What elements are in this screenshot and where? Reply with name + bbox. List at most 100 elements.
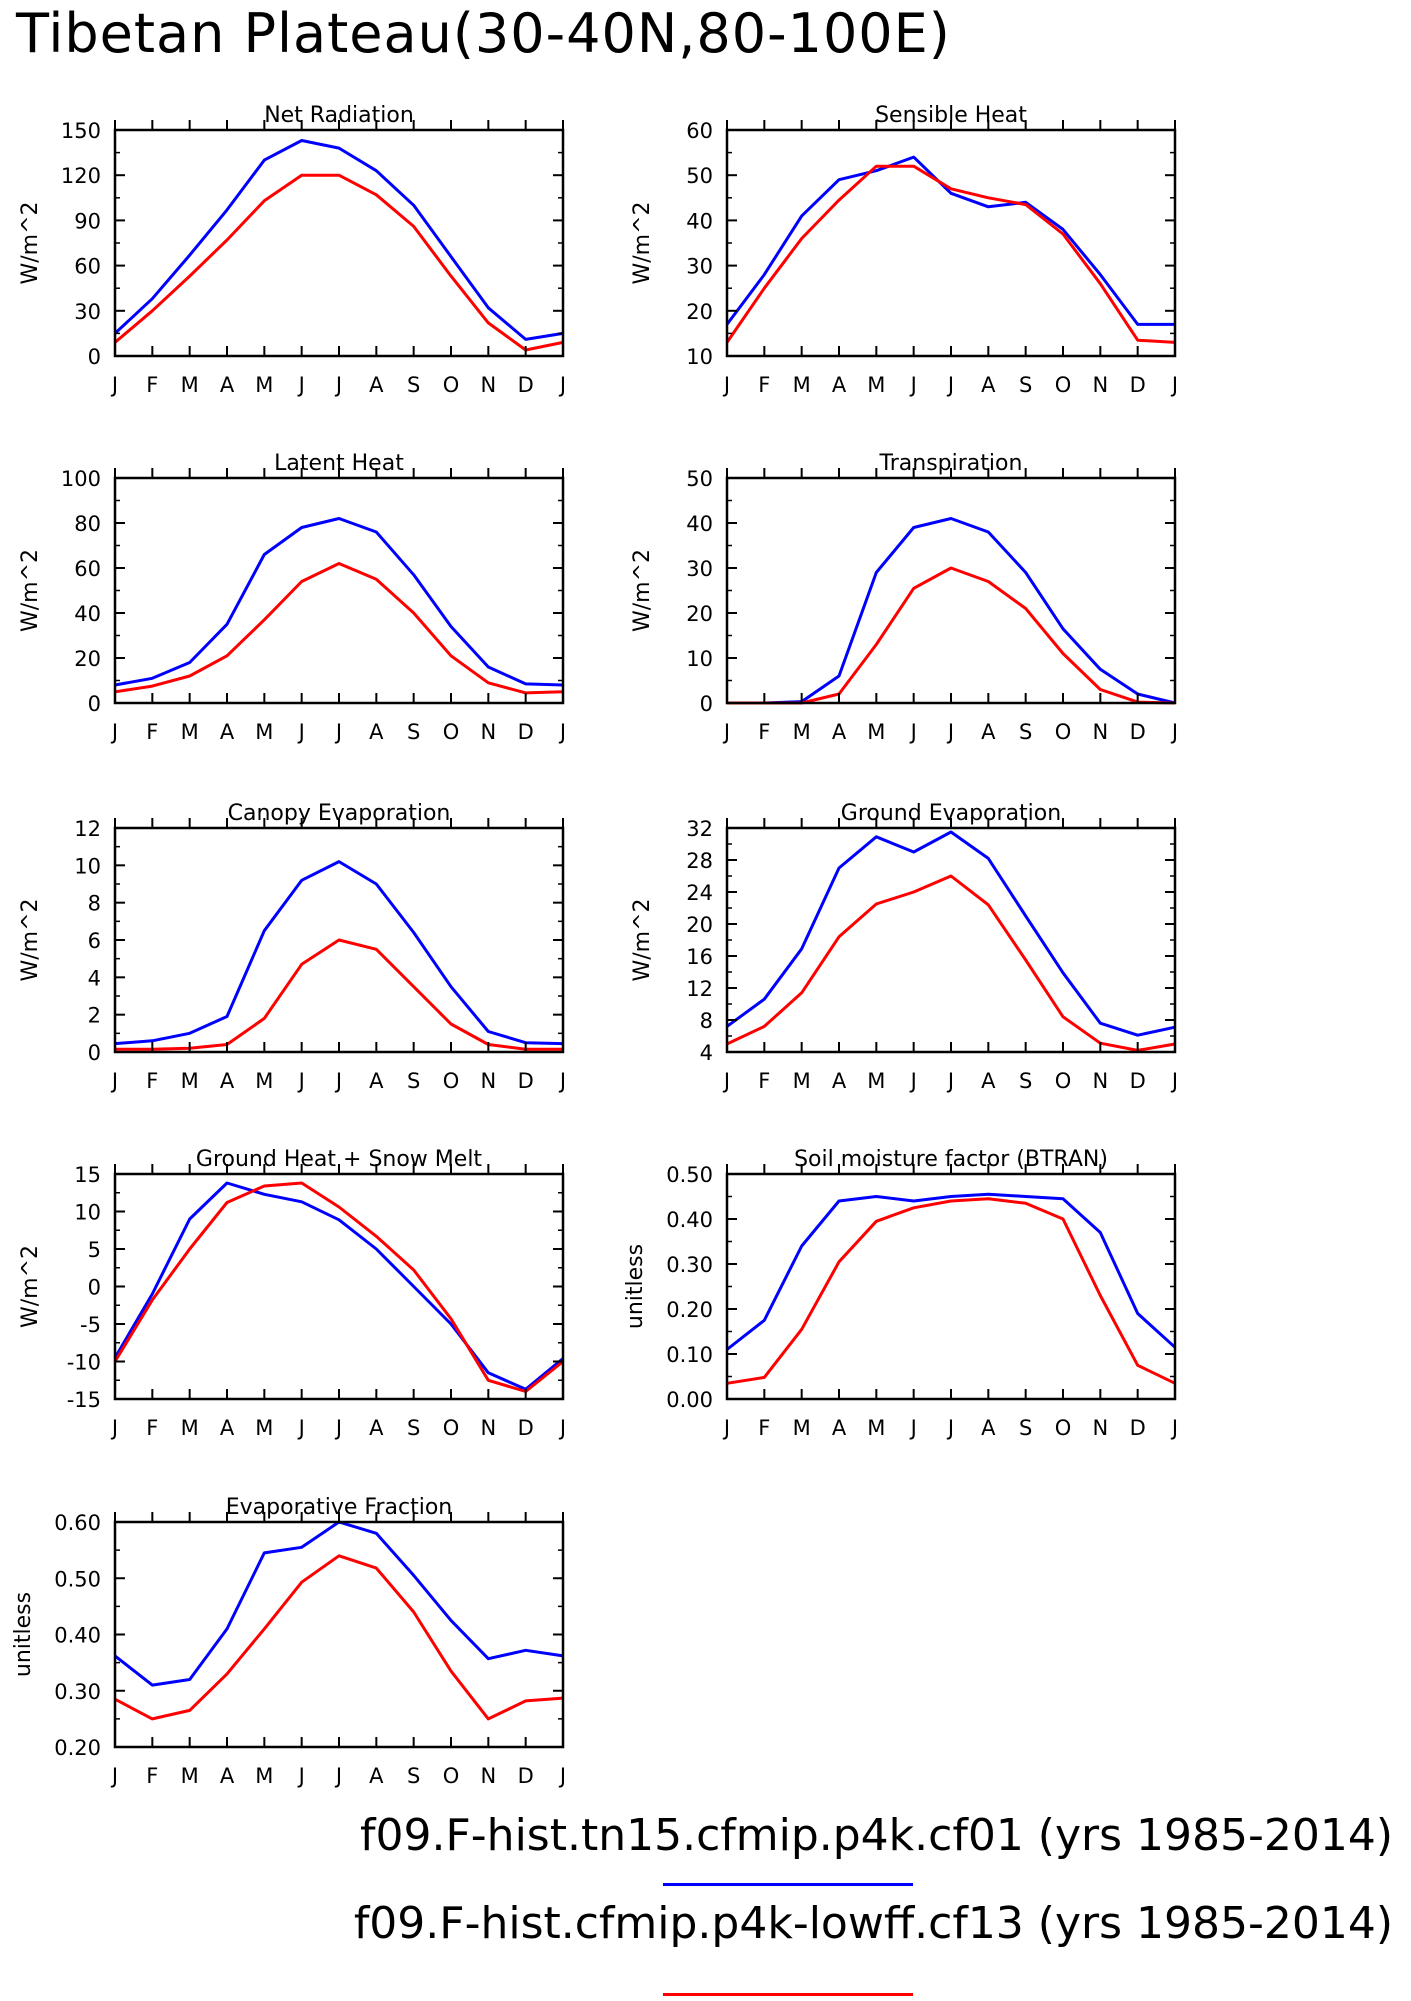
x-tick-label: D bbox=[1130, 720, 1146, 744]
x-tick-label: M bbox=[793, 1416, 811, 1440]
x-tick-label: D bbox=[518, 373, 534, 397]
series-line-0 bbox=[725, 155, 1175, 326]
y-tick-label: 0.00 bbox=[666, 1388, 713, 1412]
x-tick-label: J bbox=[297, 1416, 305, 1440]
series-line-0 bbox=[113, 1181, 564, 1391]
x-tick-label: N bbox=[1092, 373, 1108, 397]
x-tick-label: J bbox=[334, 720, 342, 744]
chart-title: Transpiration bbox=[879, 451, 1023, 476]
x-tick-label: S bbox=[407, 1069, 420, 1093]
y-tick-label: 4 bbox=[700, 1041, 713, 1065]
x-tick-label: J bbox=[334, 1416, 342, 1440]
x-tick-label: J bbox=[946, 720, 954, 744]
series-line-0 bbox=[114, 1520, 564, 1687]
y-tick-label: -5 bbox=[80, 1313, 101, 1337]
x-tick-label: N bbox=[480, 720, 496, 744]
x-tick-label: J bbox=[334, 373, 342, 397]
chart-title: Net Radiation bbox=[264, 103, 414, 128]
y-axis-label: unitless bbox=[11, 1592, 36, 1677]
y-tick-label: 16 bbox=[686, 945, 713, 969]
y-tick-label: 40 bbox=[74, 602, 101, 626]
x-tick-label: J bbox=[909, 1069, 917, 1093]
y-tick-label: 10 bbox=[686, 345, 713, 369]
x-tick-label: J bbox=[722, 1069, 730, 1093]
plot-frame bbox=[725, 826, 1177, 1054]
x-tick-label: J bbox=[946, 1416, 954, 1440]
x-tick-label: A bbox=[981, 373, 996, 397]
y-tick-label: 10 bbox=[686, 647, 713, 671]
series-line-1 bbox=[114, 562, 564, 695]
x-tick-label: F bbox=[758, 373, 770, 397]
y-tick-label: 0.20 bbox=[666, 1298, 713, 1322]
x-tick-label: J bbox=[1170, 1416, 1178, 1440]
y-tick-label: -10 bbox=[67, 1351, 101, 1375]
chart-title: Soil moisture factor (BTRAN) bbox=[794, 1147, 1108, 1172]
x-tick-label: N bbox=[1092, 1416, 1108, 1440]
y-tick-label: 15 bbox=[74, 1163, 101, 1187]
x-tick-label: M bbox=[255, 1416, 273, 1440]
plot-frame bbox=[113, 128, 565, 358]
plot-frame bbox=[725, 128, 1177, 358]
x-tick-label: J bbox=[297, 720, 305, 744]
series-line-0 bbox=[113, 139, 564, 341]
x-tick-label: N bbox=[480, 373, 496, 397]
x-tick-label: M bbox=[255, 373, 273, 397]
y-tick-label: 0 bbox=[88, 1041, 101, 1065]
x-tick-label: D bbox=[1130, 1416, 1146, 1440]
x-tick-label: D bbox=[1130, 1069, 1146, 1093]
series-line-0 bbox=[114, 517, 564, 687]
x-tick-label: J bbox=[1170, 1069, 1178, 1093]
y-tick-label: 0 bbox=[88, 345, 101, 369]
y-tick-label: 20 bbox=[686, 913, 713, 937]
y-axis-label: W/m^2 bbox=[18, 898, 43, 981]
x-tick-label: M bbox=[181, 373, 199, 397]
legend-swatch-2 bbox=[663, 1993, 913, 1996]
x-tick-label: M bbox=[181, 1764, 199, 1788]
chart-title: Ground Heat + Snow Melt bbox=[196, 1147, 483, 1172]
plot-frame bbox=[725, 1172, 1177, 1401]
chart-title: Canopy Evaporation bbox=[228, 801, 451, 826]
chart-panel-7: J F M A M J J A S O N D J0.000.100.200.300.400.50Soi… bbox=[623, 1147, 1178, 1440]
x-tick-label: A bbox=[981, 1069, 996, 1093]
x-tick-label: J bbox=[334, 1764, 342, 1788]
y-tick-label: 0.30 bbox=[666, 1253, 713, 1277]
y-tick-label: 0 bbox=[88, 692, 101, 716]
y-tick-label: 0.50 bbox=[666, 1163, 713, 1187]
y-axis-label: W/m^2 bbox=[630, 898, 655, 981]
x-tick-label: J bbox=[558, 1416, 566, 1440]
y-tick-label: 12 bbox=[74, 817, 101, 841]
y-tick-label: 2 bbox=[88, 1004, 101, 1028]
y-tick-label: 50 bbox=[686, 467, 713, 491]
x-tick-label: M bbox=[255, 1764, 273, 1788]
y-tick-label: 0 bbox=[88, 1276, 101, 1300]
y-axis-label: W/m^2 bbox=[630, 201, 655, 284]
y-tick-label: 5 bbox=[88, 1238, 101, 1262]
x-tick-label: S bbox=[407, 1764, 420, 1788]
x-tick-label: J bbox=[1170, 373, 1178, 397]
y-tick-label: 40 bbox=[686, 209, 713, 233]
x-tick-label: A bbox=[220, 1764, 235, 1788]
y-tick-label: 32 bbox=[686, 817, 713, 841]
x-tick-label: J bbox=[297, 373, 305, 397]
y-tick-label: 0 bbox=[700, 692, 713, 716]
y-tick-label: 60 bbox=[686, 119, 713, 143]
x-tick-label: O bbox=[1055, 1416, 1072, 1440]
x-tick-label: J bbox=[1170, 720, 1178, 744]
x-tick-label: J bbox=[558, 1764, 566, 1788]
x-tick-label: J bbox=[909, 720, 917, 744]
y-axis-label: W/m^2 bbox=[18, 1245, 43, 1328]
x-tick-label: A bbox=[369, 1764, 384, 1788]
x-tick-label: N bbox=[1092, 720, 1108, 744]
y-tick-label: 10 bbox=[74, 1201, 101, 1225]
x-tick-label: M bbox=[255, 720, 273, 744]
x-tick-label: D bbox=[1130, 373, 1146, 397]
x-tick-label: N bbox=[480, 1416, 496, 1440]
legend-entry-1: f09.F-hist.tn15.cfmip.p4k.cf01 (yrs 1985… bbox=[360, 1810, 1393, 1861]
x-tick-label: O bbox=[1055, 373, 1072, 397]
x-tick-label: J bbox=[110, 1069, 118, 1093]
x-tick-label: M bbox=[867, 1416, 885, 1440]
x-tick-label: J bbox=[909, 373, 917, 397]
